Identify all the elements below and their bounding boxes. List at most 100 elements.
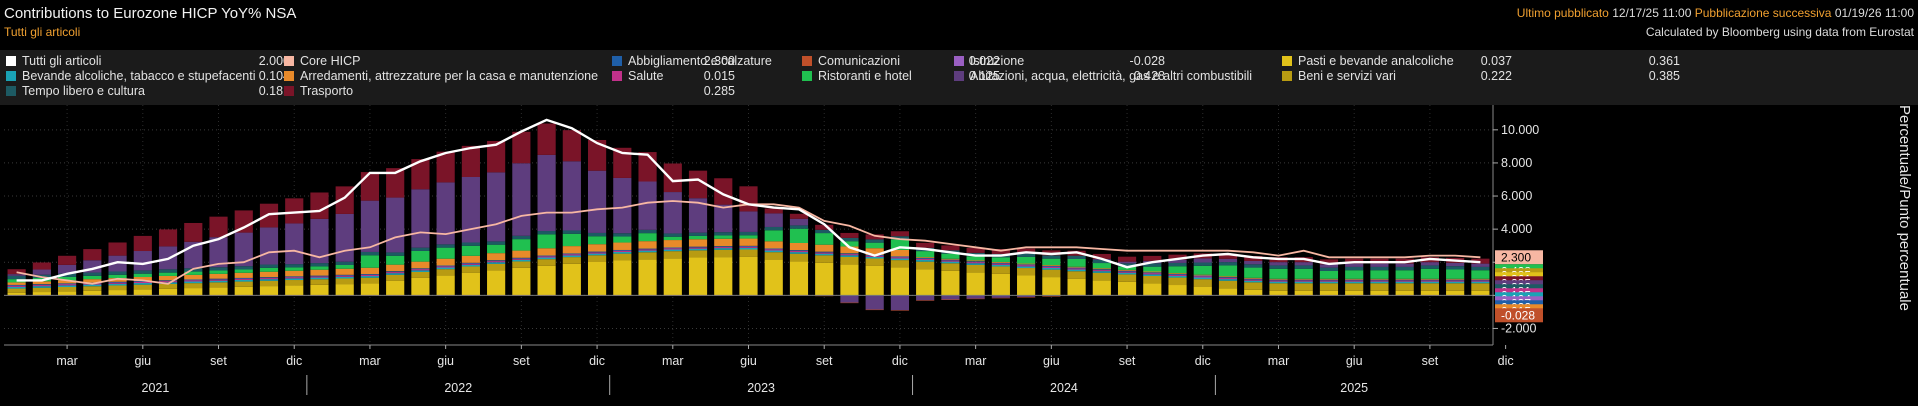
legend-item[interactable]: Tutti gli articoli [6,53,101,69]
legend-value: 0.285 [703,84,735,98]
bar-segment [562,246,581,254]
bar-segment [890,258,910,261]
legend-item[interactable]: Tempo libero e cultura [6,83,145,99]
bar-segment [562,253,581,255]
bar-segment [461,255,480,263]
bar-segment [7,269,26,275]
bar-segment [158,229,178,247]
bar-segment [335,275,354,277]
bar-segment [1319,259,1339,265]
legend-value: -0.028 [1129,54,1165,68]
bar-segment [587,139,607,171]
bar-segment [1017,268,1036,276]
bar-segment [285,277,304,279]
bar-segment [158,280,178,281]
bar-segment [739,235,758,239]
bar-segment [512,163,531,236]
bar-segment [663,240,682,248]
bar-segment [108,285,127,291]
bar-segment [714,257,733,296]
bar-segment [688,246,708,248]
bar-segment [1092,269,1111,270]
legend-item[interactable]: Core HICP [284,53,360,69]
x-tick-label: set [816,354,833,368]
bar-segment [638,229,657,234]
bar-segment [991,257,1010,262]
value-label-box [1495,250,1543,265]
legend-label: Abitazioni, acqua, elettricità, gas e al… [970,69,1253,83]
x-tick-label: mar [359,354,381,368]
bar-segment [764,226,783,231]
bar-segment [587,262,607,296]
bar-segment [1143,271,1162,273]
bar-segment [1168,273,1187,274]
bar-segment [285,267,304,271]
bar-segment [638,249,657,251]
bar-segment [285,285,304,296]
y-tick-label: 10.000 [1501,123,1539,137]
bar-segment [411,159,430,190]
legend-value: 2.000 [258,54,290,68]
bar-segment [1193,279,1212,287]
bar-segment [1244,277,1263,279]
x-tick-label: dic [286,354,302,368]
legend-item[interactable]: Abbigliamento e calzature [612,53,772,69]
bar-segment [184,283,203,289]
bar-segment [764,208,783,214]
legend-item[interactable]: Beni e servizi vari [1282,68,1396,84]
legend-item[interactable]: Pasti e bevande analcoliche [1282,53,1454,69]
legend-item[interactable]: Abitazioni, acqua, elettricità, gas e al… [954,68,1252,84]
bar-segment [1017,275,1036,296]
bar-segment [285,280,304,286]
bar-segment [7,275,26,280]
bar-segment [1319,264,1339,268]
bar-segment [1244,278,1263,280]
bar-segment [840,254,859,256]
bar-segment [916,260,935,262]
bar-segment [1017,264,1036,266]
bar-segment [209,216,228,238]
bar-segment [764,248,783,250]
bar-segment [234,272,253,278]
bar-segment [865,234,884,240]
legend-label: Arredamenti, attrezzature per la casa e … [300,69,599,83]
bar-segment [890,257,910,259]
bar-segment [1420,265,1439,269]
bar-segment [108,283,127,286]
bar-segment [1370,283,1389,291]
legend-item[interactable]: Comunicazioni [802,53,900,69]
bar-segment [840,264,859,296]
bar-segment [461,272,480,296]
bar-segment [108,242,127,256]
bar-segment [613,253,632,261]
bar-segment [1471,283,1490,291]
bar-segment [537,231,556,235]
data-credit: Calculated by Bloomberg using data from … [1645,25,1914,39]
bar-segment [32,262,51,270]
legend-item[interactable]: Bevande alcoliche, tabacco e stupefacent… [6,68,256,84]
bar-segment [613,250,632,252]
legend-item[interactable]: Istruzione [954,53,1024,69]
bar-segment [789,253,809,262]
bar-segment [487,140,506,173]
bar-segment [739,231,758,236]
bar-segment [1042,266,1061,268]
legend-value: 0.222 [1480,69,1512,83]
legend-item[interactable]: Salute [612,68,663,84]
bar-segment [587,253,607,256]
bar-segment [764,241,783,249]
legend-item[interactable]: Arredamenti, attrezzature per la casa e … [284,68,598,84]
bar-segment [83,290,102,296]
bar-segment [1471,278,1490,280]
bar-segment [638,252,657,260]
bar-segment [133,284,152,290]
bar-segment [512,239,531,251]
bar-segment [865,242,884,249]
bar-segment [714,204,733,233]
bar-segment [184,279,203,281]
bar-segment [1446,278,1465,280]
legend-item[interactable]: Trasporto [284,83,353,99]
legend-item[interactable]: Ristoranti e hotel [802,68,912,84]
bar-segment [1446,281,1465,284]
bar-segment [1067,268,1086,270]
